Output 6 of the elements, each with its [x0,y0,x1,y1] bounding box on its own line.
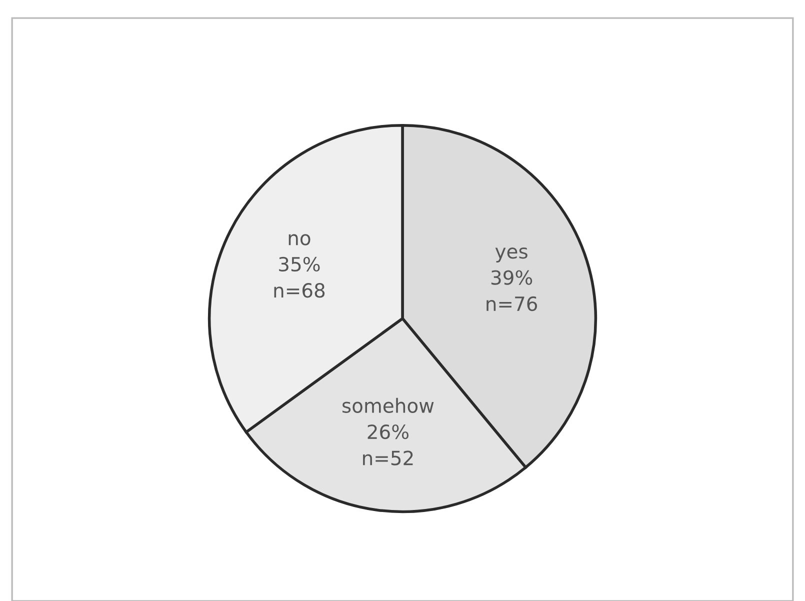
data-label: 35% n=68 [274,256,325,298]
data-label: 39% n=76 [486,270,538,312]
slice-label: somehow [342,398,434,413]
data-label: 26% n=52 [363,424,413,466]
slice-label: yes [495,248,528,262]
slice-label: no [288,234,310,246]
